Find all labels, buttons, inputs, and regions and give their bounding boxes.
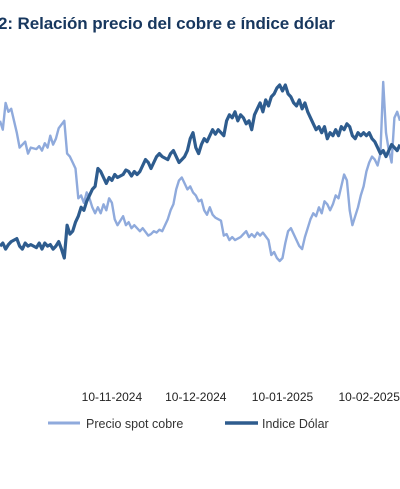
x-tick-label: 10-12-2024 — [165, 390, 227, 404]
legend: Precio spot cobre Indice Dólar — [48, 417, 329, 431]
x-tick-label: 10-02-2025 — [339, 390, 400, 404]
series-layer — [0, 80, 400, 263]
x-axis: 10-11-2024 10-12-2024 10-01-2025 10-02-2025 — [82, 390, 400, 404]
x-tick-label: 10-11-2024 — [82, 390, 143, 404]
chart-title: 2: Relación precio del cobre e índice dó… — [0, 14, 335, 33]
legend-label-dollar: Indice Dólar — [262, 417, 329, 431]
series-line-copper — [0, 80, 400, 263]
x-tick-label: 10-01-2025 — [252, 390, 314, 404]
legend-label-copper: Precio spot cobre — [86, 417, 183, 431]
series-line-dollar — [0, 83, 400, 260]
